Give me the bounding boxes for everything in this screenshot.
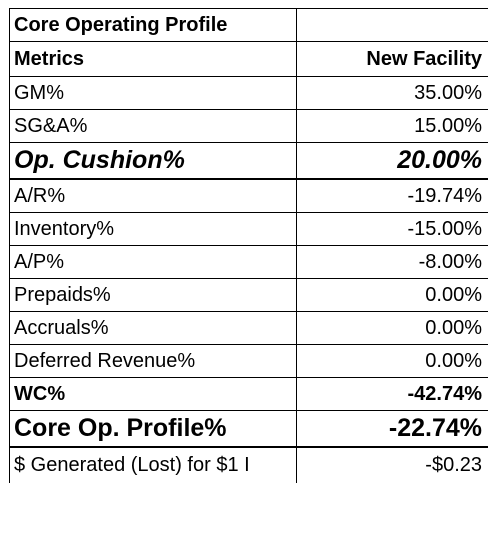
- row-label[interactable]: $ Generated (Lost) for $1 I: [9, 448, 297, 483]
- row-value[interactable]: -$0.23: [425, 454, 482, 476]
- row-value[interactable]: 0.00%: [425, 349, 482, 372]
- row-label[interactable]: SG&A%: [9, 110, 297, 142]
- table-row: Op. Cushion% 20.00%: [9, 143, 488, 180]
- operating-profile-table: Core Operating Profile Metrics New Facil…: [9, 8, 488, 483]
- table-row: A/R% -19.74%: [9, 180, 488, 213]
- row-label[interactable]: Op. Cushion%: [9, 143, 297, 178]
- row-value[interactable]: 15.00%: [414, 114, 482, 137]
- table-title[interactable]: Core Operating Profile: [9, 9, 297, 41]
- table-row: Inventory% -15.00%: [9, 213, 488, 246]
- table-row: $ Generated (Lost) for $1 I -$0.23: [9, 448, 488, 483]
- row-value[interactable]: 20.00%: [397, 146, 482, 174]
- row-label[interactable]: Prepaids%: [9, 279, 297, 311]
- row-value[interactable]: -8.00%: [418, 250, 482, 273]
- row-label[interactable]: Deferred Revenue%: [9, 345, 297, 377]
- table-row: Deferred Revenue% 0.00%: [9, 345, 488, 378]
- table-row: Core Op. Profile% -22.74%: [9, 411, 488, 448]
- row-value[interactable]: -15.00%: [407, 217, 483, 240]
- table-row: A/P% -8.00%: [9, 246, 488, 279]
- row-label[interactable]: Accruals%: [9, 312, 297, 344]
- table-row: SG&A% 15.00%: [9, 110, 488, 143]
- row-label[interactable]: WC%: [9, 378, 297, 410]
- empty-cell[interactable]: [297, 9, 488, 41]
- table-title-row: Core Operating Profile: [9, 8, 488, 42]
- table-row: WC% -42.74%: [9, 378, 488, 411]
- row-value[interactable]: 0.00%: [425, 283, 482, 306]
- row-label[interactable]: A/P%: [9, 246, 297, 278]
- metrics-header[interactable]: Metrics: [9, 42, 297, 76]
- header-row: Metrics New Facility: [9, 42, 488, 77]
- row-value[interactable]: 0.00%: [425, 316, 482, 339]
- table-row: Prepaids% 0.00%: [9, 279, 488, 312]
- row-label[interactable]: Inventory%: [9, 213, 297, 245]
- row-value[interactable]: -22.74%: [388, 414, 482, 442]
- table-row: Accruals% 0.00%: [9, 312, 488, 345]
- row-value[interactable]: -42.74%: [407, 382, 483, 405]
- row-label[interactable]: A/R%: [9, 180, 297, 212]
- new-facility-header[interactable]: New Facility: [366, 47, 482, 70]
- row-value[interactable]: -19.74%: [407, 184, 483, 207]
- row-label[interactable]: Core Op. Profile%: [9, 411, 297, 446]
- row-label[interactable]: GM%: [9, 77, 297, 109]
- table-row: GM% 35.00%: [9, 77, 488, 110]
- row-value[interactable]: 35.00%: [414, 81, 482, 104]
